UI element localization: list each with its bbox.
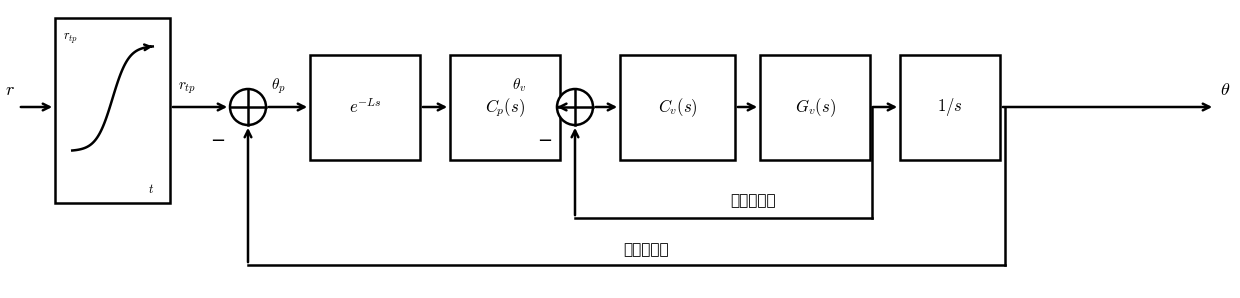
Bar [760,55,870,160]
Text: $-$: $-$ [211,130,226,148]
Circle shape [229,89,267,125]
Text: $1/s$: $1/s$ [937,97,962,119]
Bar [450,55,560,160]
Text: $C_p(s)$: $C_p(s)$ [485,96,525,119]
Bar [310,55,420,160]
Text: $-$: $-$ [537,130,553,148]
Bar [620,55,735,160]
Circle shape [557,89,593,125]
Text: 速度传感器: 速度传感器 [730,193,776,208]
Text: $e^{-Ls}$: $e^{-Ls}$ [348,98,382,117]
Bar [900,55,999,160]
Text: $\theta_p$: $\theta_p$ [272,76,285,96]
Text: $\theta_v$: $\theta_v$ [512,76,526,94]
Bar [55,18,170,203]
Text: $r_{tp}$: $r_{tp}$ [179,80,196,96]
Text: $r$: $r$ [5,81,15,99]
Text: $t$: $t$ [148,183,154,196]
Text: $G_v(s)$: $G_v(s)$ [795,96,836,119]
Text: $\theta$: $\theta$ [1220,81,1230,99]
Text: 位置传感器: 位置传感器 [624,242,670,257]
Text: $r_{tp}$: $r_{tp}$ [63,31,78,46]
Text: $C_v(s)$: $C_v(s)$ [657,96,697,119]
